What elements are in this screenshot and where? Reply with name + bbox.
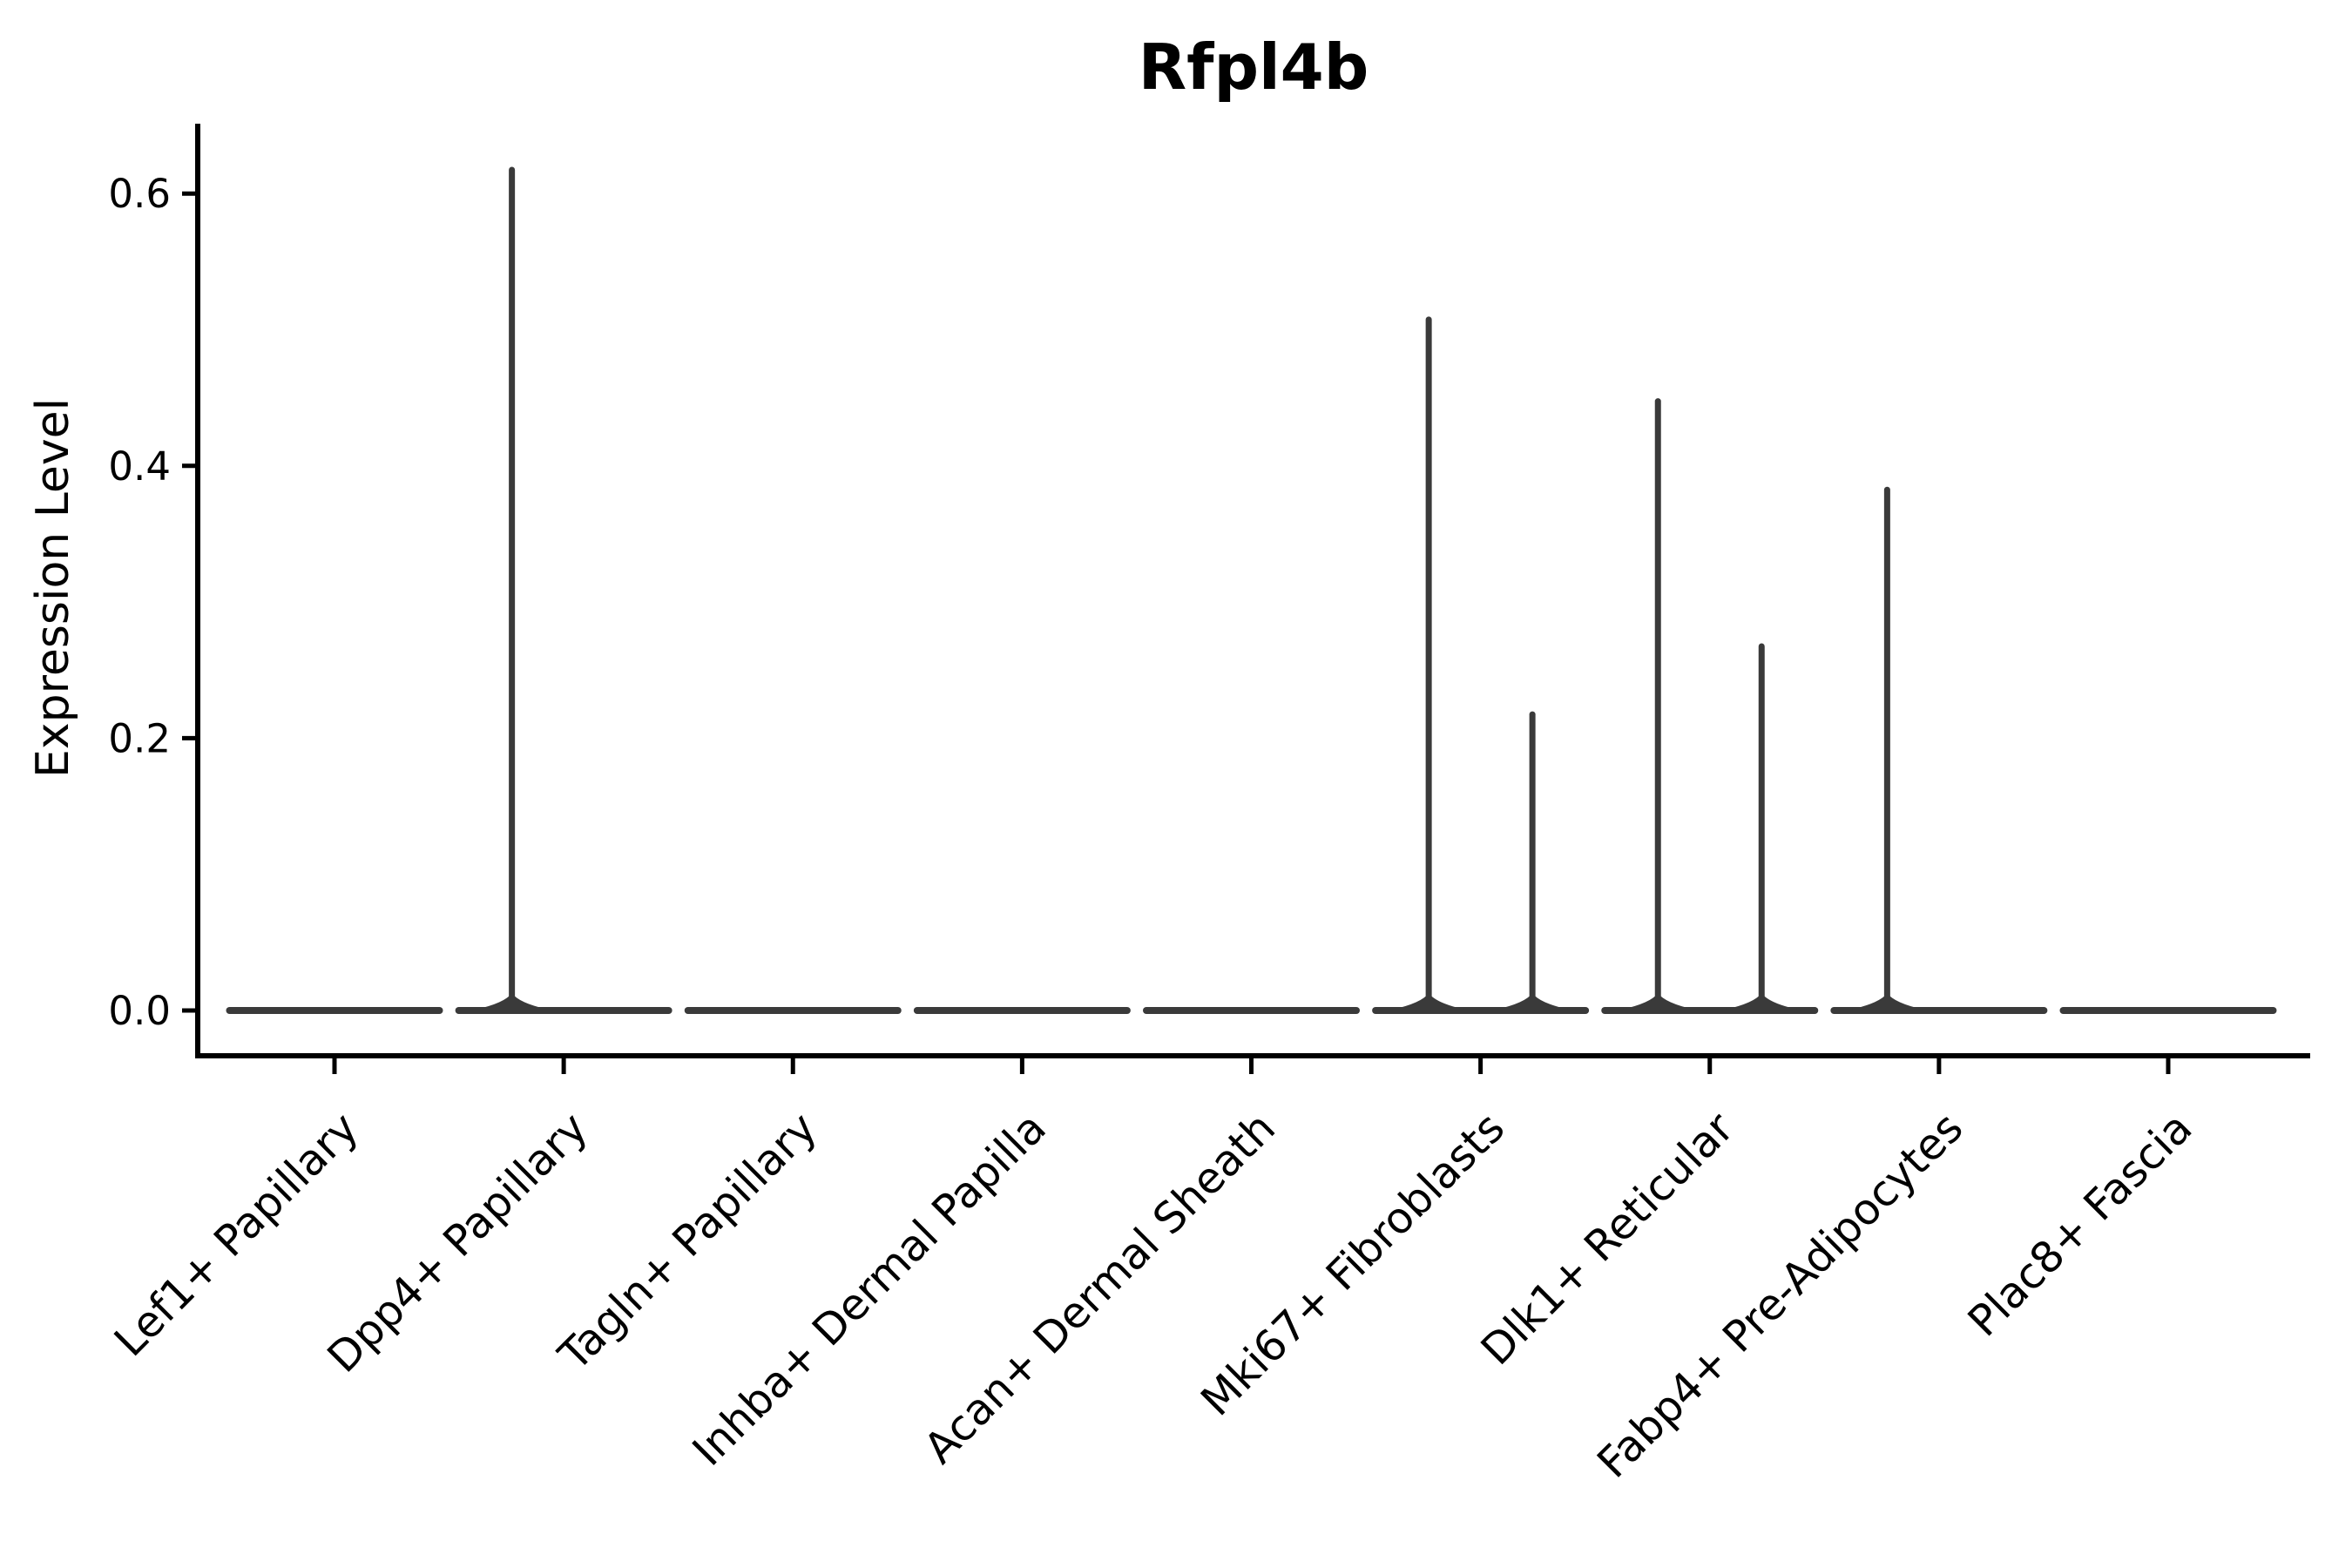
y-axis-label: Expression Level — [27, 398, 79, 778]
x-tick-label: Plac8+ Fascia — [1958, 1103, 2201, 1346]
plot-title: Rfpl4b — [1139, 30, 1369, 104]
y-tick-label: 0.0 — [108, 988, 171, 1034]
violins-layer — [226, 166, 2277, 1014]
y-tick-label: 0.4 — [108, 443, 171, 490]
y-axis-ticks: 0.0 0.2 0.4 0.6 — [108, 171, 198, 1034]
x-tick-label: Lef1+ Papillary — [105, 1103, 368, 1366]
x-tick-label: Dlk1+ Reticular — [1471, 1103, 1744, 1375]
y-tick-label: 0.6 — [108, 171, 171, 217]
x-tick-label: Fabp4+ Pre-Adipocytes — [1588, 1103, 1973, 1488]
y-tick-label: 0.2 — [108, 715, 171, 761]
